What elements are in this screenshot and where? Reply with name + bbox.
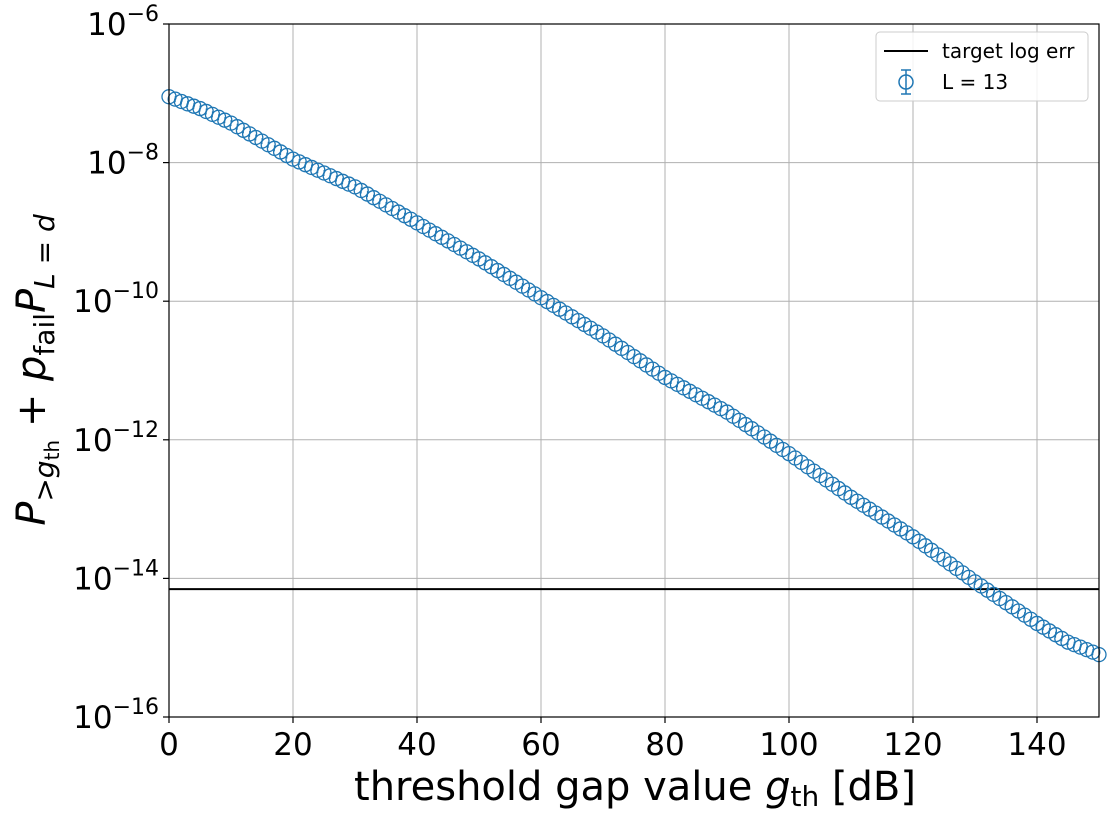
plot-frame [168,23,1100,718]
y-tick-label: 10−6 [87,2,159,43]
x-tick-label: 60 [521,727,560,763]
x-axis-label: threshold gap value gth [dB] [354,764,916,813]
legend-box [875,31,1089,102]
legend-series-marker [898,74,914,90]
x-tick-label: 80 [645,727,684,763]
y-ticks: 10−6 10−8 10−10 10−12 10−14 10−16 [73,2,169,736]
x-tick-label: 100 [759,727,818,763]
y-tick-label: 10−12 [73,418,159,459]
series-markers [161,89,1107,663]
point-marker [1085,644,1101,660]
y-tick-label: 10−8 [87,141,159,182]
x-tick-label: 140 [1007,727,1066,763]
legend-target-label: target log err [942,39,1075,63]
y-tick-label: 10−10 [73,279,159,320]
x-tick-label: 0 [159,727,179,763]
legend-series-label: L = 13 [942,70,1008,94]
x-tick-label: 20 [273,727,312,763]
x-tick-label: 40 [397,727,436,763]
y-axis-label: P>gth + pfailPL = d [9,214,64,526]
legend: target log err L = 13 [875,31,1089,102]
x-tick-label: 120 [883,727,942,763]
x-ticks: 0 20 40 60 80 100 120 140 [159,717,1067,763]
y-tick-label: 10−16 [73,695,159,736]
y-tick-label: 10−14 [73,556,159,597]
